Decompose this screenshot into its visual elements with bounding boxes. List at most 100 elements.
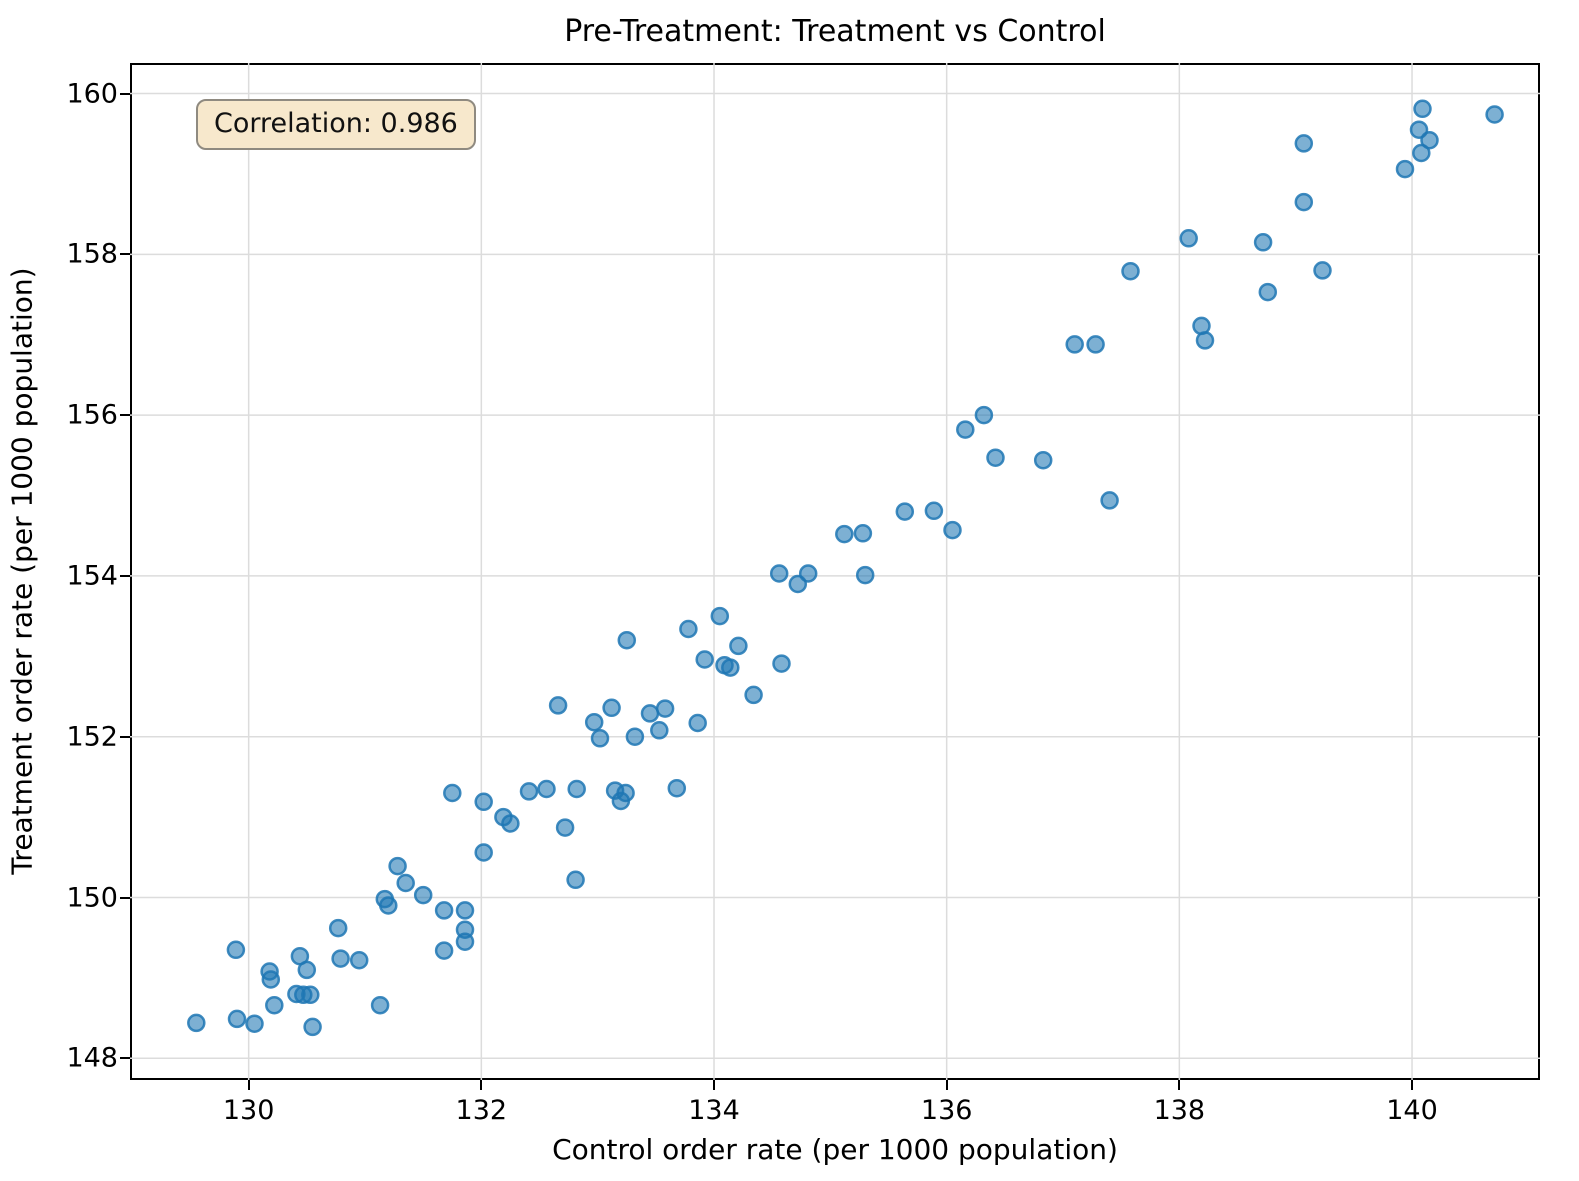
x-tick-mark (945, 1080, 948, 1090)
scatter-point (297, 960, 317, 980)
scatter-point (1413, 99, 1432, 119)
scatter-point (1294, 192, 1314, 212)
scatter-point (798, 564, 818, 583)
scatter-point (772, 654, 791, 673)
scatter-point (1485, 105, 1504, 124)
y-tick-label: 152 (66, 721, 118, 753)
scatter-point (1100, 491, 1119, 510)
chart-title: Pre-Treatment: Treatment vs Control (564, 14, 1106, 49)
scatter-point (303, 1017, 322, 1037)
scatter-point (519, 782, 539, 801)
scatter-point (1313, 261, 1332, 280)
scatter-point (695, 650, 714, 669)
scatter-point (729, 636, 748, 656)
scatter-point (1086, 335, 1105, 354)
scatter-point (769, 564, 789, 583)
scatter-point (567, 779, 586, 799)
scatter-point (688, 713, 707, 733)
y-tick-mark (120, 414, 130, 417)
scatter-point (261, 970, 281, 989)
x-tick-label: 130 (222, 1095, 275, 1126)
y-tick-mark (120, 896, 130, 899)
scatter-point (721, 658, 740, 677)
x-tick-label: 136 (920, 1095, 973, 1126)
y-tick-label: 156 (66, 399, 118, 431)
y-tick-mark (120, 253, 130, 256)
scatter-point (331, 949, 350, 968)
scatter-point (640, 704, 660, 723)
scatter-point (1033, 450, 1053, 470)
scatter-point (537, 779, 556, 799)
y-tick-label: 150 (66, 882, 118, 913)
scatter-point (226, 940, 246, 960)
plot-area (130, 63, 1540, 1080)
scatter-point (1065, 335, 1084, 354)
scatter-point (1195, 331, 1215, 350)
scatter-point (187, 1013, 206, 1033)
scatter-point (1253, 233, 1273, 252)
y-tick-label: 158 (66, 238, 118, 270)
scatter-point (1420, 130, 1439, 150)
scatter-point (617, 630, 637, 650)
x-tick-label: 132 (455, 1095, 508, 1126)
x-tick-mark (713, 1080, 715, 1090)
scatter-point (265, 995, 284, 1015)
scatter-point (455, 901, 475, 920)
scatter-point (349, 950, 369, 970)
y-tick-mark (120, 735, 130, 738)
y-tick-label: 154 (66, 560, 118, 592)
scatter-point (986, 448, 1005, 467)
x-tick-label: 134 (688, 1095, 740, 1126)
scatter-point (434, 901, 454, 920)
scatter-point (855, 565, 875, 585)
y-tick-label: 148 (66, 1042, 118, 1074)
scatter-point (895, 502, 915, 521)
scatter-point (1179, 229, 1198, 248)
scatter-point (625, 727, 645, 746)
y-tick-label: 160 (66, 78, 118, 110)
scatter-point (584, 712, 604, 732)
scatter-point (835, 524, 854, 544)
scatter-point (555, 818, 575, 837)
scatter-point (396, 873, 415, 893)
y-tick-mark (120, 1057, 130, 1060)
y-tick-mark (120, 574, 130, 577)
scatter-point (956, 420, 975, 439)
scatter-point (443, 783, 462, 803)
scatter-point (744, 685, 763, 705)
scatter-point (474, 792, 493, 812)
x-tick-mark (1178, 1080, 1181, 1090)
scatter-point (1395, 159, 1415, 179)
scatter-point (566, 870, 585, 890)
scatter-point (679, 619, 698, 639)
scatter-point (245, 1014, 264, 1033)
scatter-point (379, 896, 398, 915)
y-axis-label: Treatment order rate (per 1000 populatio… (5, 267, 39, 875)
scatter-point (602, 698, 621, 718)
x-tick-mark (247, 1080, 250, 1090)
scatter-point (924, 501, 944, 521)
scatter-point (501, 814, 520, 833)
scatter-point (943, 520, 962, 540)
x-tick-mark (480, 1080, 483, 1090)
x-tick-label: 138 (1153, 1095, 1206, 1126)
y-tick-mark (120, 92, 130, 95)
scatter-point (328, 918, 348, 938)
scatter-point (434, 941, 454, 960)
scatter-point (388, 856, 407, 876)
scatter-point (413, 885, 433, 905)
scatter-point (1294, 134, 1314, 153)
scatter-point (650, 721, 669, 740)
scatter-point (655, 699, 675, 718)
scatter-point (227, 1009, 247, 1029)
scatter-point (455, 932, 475, 951)
scatter-point (710, 606, 730, 626)
scatter-point (1258, 282, 1278, 302)
x-tick-label: 140 (1386, 1095, 1438, 1126)
scatter-point (370, 995, 390, 1015)
scatter-point (611, 791, 631, 811)
x-axis-label: Control order rate (per 1000 population) (552, 1133, 1118, 1166)
scatter-point (590, 729, 610, 748)
